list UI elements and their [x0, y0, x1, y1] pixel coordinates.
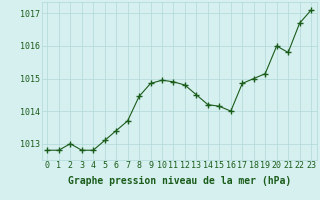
X-axis label: Graphe pression niveau de la mer (hPa): Graphe pression niveau de la mer (hPa) — [68, 176, 291, 186]
